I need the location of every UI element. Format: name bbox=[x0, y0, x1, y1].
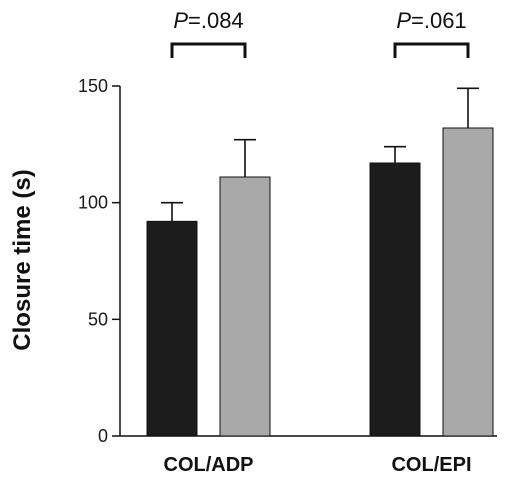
p-value-label: P=.061 bbox=[396, 8, 466, 33]
y-axis-label: Closure time (s) bbox=[9, 169, 36, 350]
p-value-label: P=.084 bbox=[173, 8, 243, 33]
bar bbox=[369, 162, 421, 437]
bar bbox=[146, 220, 198, 437]
bar bbox=[442, 127, 494, 437]
p-symbol: P bbox=[396, 8, 411, 33]
y-tick-label: 0 bbox=[98, 426, 108, 446]
p-symbol: P bbox=[173, 8, 188, 33]
bar bbox=[219, 176, 271, 437]
p-value-text: =.061 bbox=[411, 8, 467, 33]
significance-bracket bbox=[393, 42, 470, 58]
y-tick-label: 100 bbox=[78, 193, 108, 213]
p-value-text: =.084 bbox=[188, 8, 244, 33]
significance-bracket bbox=[170, 42, 247, 58]
y-tick-label: 150 bbox=[78, 76, 108, 96]
x-category-label: COL/EPI bbox=[391, 454, 471, 476]
x-category-label: COL/ADP bbox=[164, 454, 254, 476]
y-tick-label: 50 bbox=[88, 309, 108, 329]
